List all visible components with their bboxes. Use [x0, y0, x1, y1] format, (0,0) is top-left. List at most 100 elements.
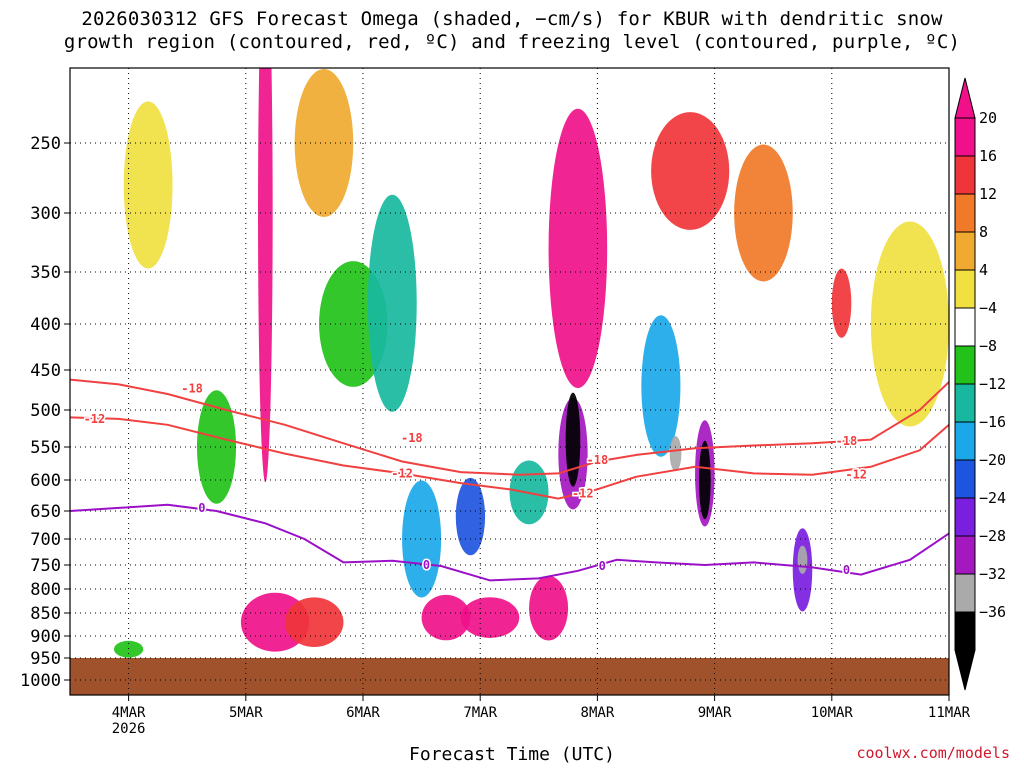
ytick-label-700: 700: [30, 530, 61, 550]
contour-label-11: 0: [843, 563, 850, 577]
omega-blob-17: [565, 392, 581, 487]
colorbar-swatch-2: [954, 193, 976, 233]
omega-blob-5: [529, 575, 569, 641]
omega-blob-9: [123, 101, 173, 269]
contour-label-6: -18: [587, 453, 609, 467]
omega-blob-26: [831, 268, 852, 338]
contour-label-7: -12: [572, 487, 594, 501]
contour-label-0: -18: [181, 381, 203, 395]
colorbar-swatch-3: [954, 231, 976, 271]
omega-blob-1: [258, 68, 273, 483]
colorbar-bottom-arrow: [954, 649, 976, 691]
contour-label-10: -12: [845, 468, 867, 482]
ytick-label-350: 350: [30, 263, 61, 283]
ytick-label-800: 800: [30, 580, 61, 600]
contour--18-0: [70, 378, 949, 476]
colorbar-swatch-8: [954, 421, 976, 461]
ytick-label-500: 500: [30, 401, 61, 421]
ytick-label-400: 400: [30, 315, 61, 335]
colorbar-label-7: −12: [979, 375, 1006, 393]
omega-blob-4: [460, 597, 520, 638]
colorbar-swatch-10: [954, 497, 976, 537]
xtick-sublabel-4MAR: 2026: [112, 721, 146, 737]
colorbar-label-10: −24: [979, 489, 1006, 507]
ytick-label-1000: 1000: [20, 671, 61, 691]
ytick-label-650: 650: [30, 502, 61, 522]
contour-label-2: 0: [198, 501, 205, 515]
colorbar-label-5: −4: [979, 299, 997, 317]
ytick-label-900: 900: [30, 627, 61, 647]
ytick-label-850: 850: [30, 604, 61, 624]
plot-frame: [69, 67, 950, 696]
contour-label-8: 0: [599, 559, 606, 573]
colorbar-swatch-9: [954, 459, 976, 499]
omega-shading: [113, 68, 949, 658]
ytick-label-550: 550: [30, 438, 61, 458]
omega-blob-14: [455, 477, 486, 556]
colorbar-label-9: −20: [979, 451, 1006, 469]
xtick-label-7MAR: 7MAR: [463, 705, 497, 721]
colorbar-label-4: 4: [979, 261, 988, 279]
colorbar: 20 16 12 8 4 −4 −8 −12 −16 −20 −24 −28 −32 −36: [954, 77, 1006, 691]
colorbar-label-6: −8: [979, 337, 997, 355]
temperature-contours: [70, 378, 949, 582]
ytick-label-600: 600: [30, 471, 61, 491]
xtick-label-4MAR: 4MAR: [112, 705, 146, 721]
colorbar-label-11: −28: [979, 527, 1006, 545]
omega-blob-10: [294, 69, 354, 217]
omega-blob-23: [797, 545, 808, 574]
x-axis-title: Forecast Time (UTC): [409, 744, 615, 765]
omega-blob-25: [196, 390, 237, 504]
colorbar-label-13: −36: [979, 603, 1006, 621]
contour-label-3: -18: [401, 431, 423, 445]
xtick-label-5MAR: 5MAR: [229, 705, 263, 721]
omega-blob-3: [421, 594, 471, 641]
credit-text: coolwx.com/models: [856, 744, 1010, 762]
colorbar-swatch-12: [954, 573, 976, 613]
chart-title-line-1: 2026030312 GFS Forecast Omega (shaded, −…: [81, 8, 943, 30]
omega-blob-18: [641, 315, 681, 457]
omega-blob-21: [669, 436, 682, 472]
colorbar-label-3: 8: [979, 223, 988, 241]
xtick-label-9MAR: 9MAR: [698, 705, 732, 721]
y-axis: 250 300 350 400 450 500 550 600 650 700 750 800 850 9…: [20, 134, 70, 691]
omega-blob-6: [548, 108, 608, 389]
chart-title-line-2: growth region (contoured, red, ºC) and f…: [63, 31, 961, 53]
omega-blob-2: [284, 597, 344, 647]
contour-label-9: -18: [836, 434, 858, 448]
contour-label-1: -12: [84, 412, 106, 426]
xtick-label-6MAR: 6MAR: [346, 705, 380, 721]
colorbar-swatch-7: [954, 383, 976, 423]
contour-0-2: [70, 503, 949, 582]
ytick-label-250: 250: [30, 134, 61, 154]
omega-blob-7: [651, 112, 730, 230]
contour-label-5: 0: [423, 558, 430, 572]
colorbar-swatch-5: [954, 307, 976, 347]
omega-blob-8: [734, 144, 793, 282]
contour-labels: -18 -12 0 -18 -12 0 -18 -12 0 -18 -12 0: [82, 380, 868, 578]
omega-blob-20: [698, 440, 711, 520]
omega-blob-27: [870, 221, 949, 427]
omega-blob-24: [113, 640, 144, 658]
colorbar-swatch-6: [954, 345, 976, 385]
xtick-label-8MAR: 8MAR: [581, 705, 615, 721]
xtick-label-11MAR: 11MAR: [928, 705, 971, 721]
colorbar-swatch-4: [954, 269, 976, 309]
colorbar-swatch-1: [954, 155, 976, 195]
colorbar-label-8: −16: [979, 413, 1006, 431]
ytick-label-950: 950: [30, 649, 61, 669]
colorbar-label-1: 16: [979, 147, 997, 165]
colorbar-label-0: 20: [979, 109, 997, 127]
colorbar-top-arrow: [954, 77, 976, 119]
contour--12-1: [70, 416, 949, 500]
colorbar-label-2: 12: [979, 185, 997, 203]
xtick-label-10MAR: 10MAR: [811, 705, 854, 721]
ytick-label-450: 450: [30, 361, 61, 381]
omega-blob-13: [402, 480, 442, 598]
colorbar-swatch-11: [954, 535, 976, 575]
ground-layer: [70, 658, 949, 695]
omega-blob-12: [367, 194, 417, 412]
colorbar-label-12: −32: [979, 565, 1006, 583]
